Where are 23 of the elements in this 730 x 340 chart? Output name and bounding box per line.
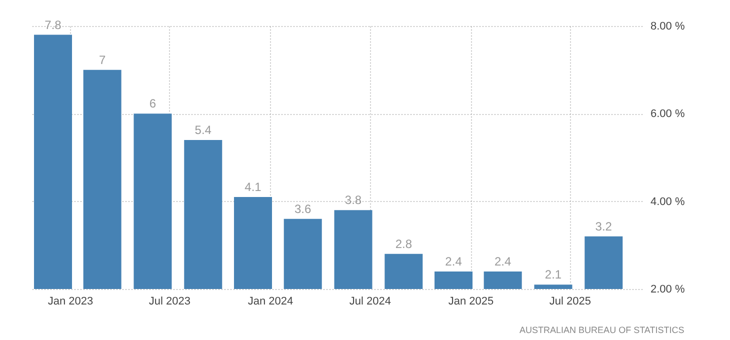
- y-tick-label: 4.00 %: [650, 196, 685, 208]
- y-tick-label: 6.00 %: [650, 108, 685, 120]
- data-label: 3.2: [595, 219, 612, 234]
- x-tick-label: Jul 2023: [148, 296, 190, 308]
- data-label: 5.4: [194, 122, 212, 137]
- y-tick-label: 2.00 %: [650, 284, 685, 296]
- data-label: 7.8: [44, 18, 62, 32]
- x-tick-label: Jan 2025: [448, 296, 494, 308]
- data-label: 3.6: [294, 202, 312, 216]
- data-label: 2.4: [445, 254, 462, 268]
- data-label: 2.4: [494, 254, 512, 268]
- data-label: 7: [98, 52, 106, 67]
- data-label: 3.8: [344, 193, 362, 208]
- data-label: 6: [149, 96, 156, 111]
- data-label: 2.1: [544, 268, 562, 282]
- data-label: 2.8: [395, 236, 412, 251]
- x-tick-label: Jul 2025: [549, 296, 591, 308]
- x-tick-label: Jul 2024: [349, 296, 391, 308]
- y-tick-label: 8.00 %: [650, 20, 685, 32]
- text: AUSTRALIAN BUREAU OF STATISTICS: [520, 325, 684, 335]
- data-label: 4.1: [244, 180, 262, 194]
- x-tick-label: Jan 2023: [48, 296, 94, 308]
- x-tick-label: Jan 2024: [248, 296, 294, 308]
